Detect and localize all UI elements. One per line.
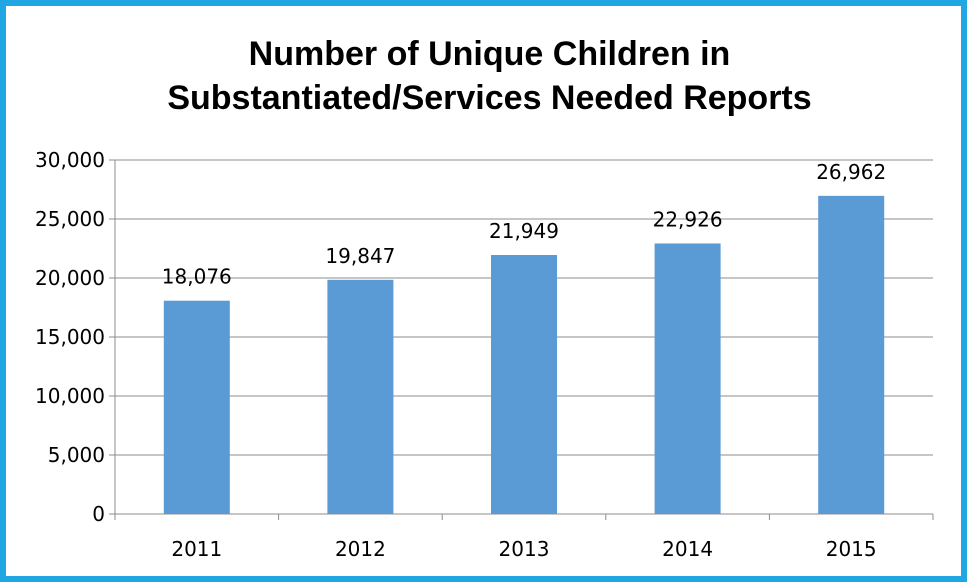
data-label-2015: 26,962 [816,160,886,184]
bar-2015 [818,195,885,515]
data-label-2013: 21,949 [489,219,559,243]
chart-title: Number of Unique Children in Substantiat… [12,32,967,120]
y-tick-label: 30,000 [35,148,105,172]
chart-title-line-2: Substantiated/Services Needed Reports [167,79,812,117]
bar-2014 [654,243,721,514]
x-tick-label-2011: 2011 [171,537,222,561]
data-label-2014: 22,926 [653,207,723,231]
bar-2012 [327,279,394,514]
bar-2011 [163,300,230,514]
data-label-2011: 18,076 [162,265,232,289]
axes: 0 5,000 10,000 15,000 20,000 25,000 30,000 2011… [35,148,934,561]
bars [163,195,885,515]
data-labels: 18,076 19,847 21,949 22,926 26,962 [162,160,886,289]
y-tick-label: 0 [92,502,105,526]
x-tick-label-2013: 2013 [499,537,550,561]
x-tick-label-2014: 2014 [662,537,713,561]
data-label-2012: 19,847 [325,244,395,268]
y-tick-label: 10,000 [35,384,105,408]
x-tick-label-2015: 2015 [826,537,877,561]
y-tick-label: 15,000 [35,325,105,349]
x-tick-label-2012: 2012 [335,537,386,561]
y-tick-label: 25,000 [35,207,105,231]
y-tick-label: 5,000 [48,443,105,467]
y-tick-label: 20,000 [35,266,105,290]
bar-2013 [491,255,557,514]
chart-title-line-1: Number of Unique Children in [248,35,731,73]
